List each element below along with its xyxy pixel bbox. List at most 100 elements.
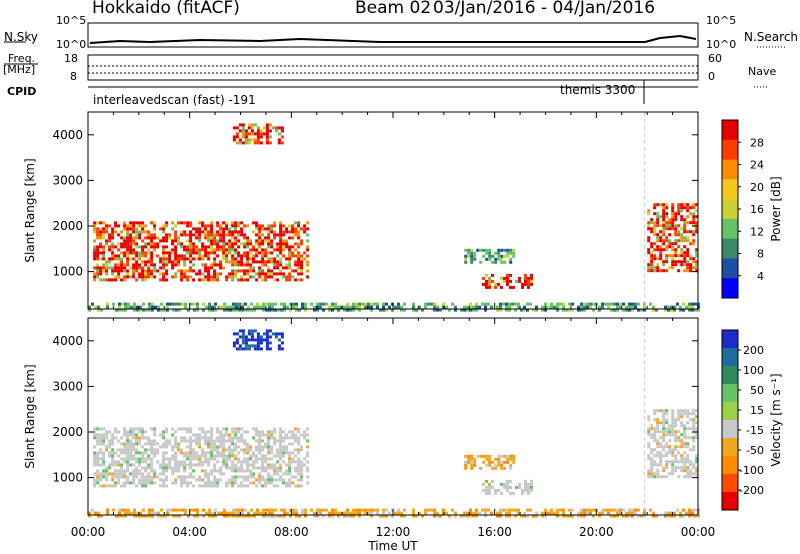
heatmap-cell	[178, 308, 181, 312]
heatmap-cell	[240, 481, 244, 485]
heatmap-cell	[604, 302, 607, 306]
heatmap-cell	[508, 514, 511, 518]
heatmap-cell	[683, 251, 687, 255]
heatmap-cell	[162, 478, 166, 482]
heatmap-cell	[671, 203, 675, 207]
colorbar-segment	[722, 159, 738, 180]
heatmap-cell	[246, 463, 250, 467]
heatmap-cell	[132, 433, 136, 437]
heatmap-cell	[674, 263, 678, 267]
heatmap-cell	[210, 242, 214, 246]
heatmap-cell	[562, 302, 565, 306]
heatmap-cell	[117, 448, 121, 452]
heatmap-cell	[246, 251, 250, 255]
heatmap-cell	[506, 282, 509, 286]
heatmap-cell	[213, 242, 217, 246]
heatmap-cell	[207, 478, 211, 482]
heatmap-cell	[668, 254, 672, 258]
heatmap-cell	[494, 463, 498, 467]
heatmap-cell	[358, 308, 361, 312]
heatmap-cell	[231, 221, 235, 225]
heatmap-cell	[680, 239, 684, 243]
colorbar-tick-label: 16	[750, 203, 764, 216]
heatmap-cell	[138, 481, 142, 485]
heatmap-cell	[659, 457, 663, 461]
heatmap-cell	[541, 305, 544, 309]
heatmap-cell	[195, 245, 199, 249]
heatmap-cell	[268, 123, 272, 127]
heatmap-cell	[610, 308, 613, 312]
heatmap-cell	[306, 245, 310, 249]
heatmap-cell	[671, 427, 675, 431]
heatmap-cell	[232, 308, 235, 312]
heatmap-cell	[213, 239, 217, 243]
heatmap-cell	[285, 278, 289, 282]
heatmap-cell	[114, 263, 118, 267]
heatmap-cell	[246, 457, 250, 461]
heatmap-cell	[174, 254, 178, 258]
heatmap-cell	[153, 263, 157, 267]
heatmap-cell	[475, 508, 478, 512]
heatmap-cell	[475, 511, 478, 515]
heatmap-cell	[204, 233, 208, 237]
heatmap-cell	[168, 457, 172, 461]
heatmap-cell	[162, 433, 166, 437]
heatmap-cell	[683, 442, 687, 446]
heatmap-cell	[165, 233, 169, 237]
heatmap-cell	[138, 236, 142, 240]
heatmap-cell	[130, 511, 133, 515]
heatmap-cell	[297, 233, 301, 237]
heatmap-cell	[683, 260, 687, 264]
heatmap-cell	[291, 227, 295, 231]
heatmap-cell	[500, 248, 504, 252]
heatmap-cell	[105, 230, 109, 234]
heatmap-cell	[297, 263, 301, 267]
heatmap-cell	[665, 245, 669, 249]
heatmap-cell	[583, 302, 586, 306]
heatmap-cell	[165, 269, 169, 273]
heatmap-cell	[121, 302, 124, 306]
heatmap-cell	[695, 248, 699, 252]
heatmap-cell	[255, 221, 259, 225]
heatmap-cell	[207, 251, 211, 255]
heatmap-cell	[656, 442, 660, 446]
heatmap-cell	[653, 460, 657, 464]
heatmap-cell	[298, 514, 301, 518]
heatmap-cell	[246, 484, 250, 488]
heatmap-cell	[265, 335, 269, 339]
heatmap-cell	[671, 257, 675, 261]
heatmap-cell	[147, 266, 151, 270]
heatmap-cell	[222, 236, 226, 240]
heatmap-cell	[304, 514, 307, 518]
heatmap-cell	[547, 305, 550, 309]
heatmap-cell	[265, 129, 269, 133]
heatmap-cell	[463, 305, 466, 309]
heatmap-cell	[294, 466, 298, 470]
heatmap-cell	[400, 305, 403, 309]
heatmap-cell	[135, 260, 139, 264]
heatmap-cell	[219, 478, 223, 482]
heatmap-cell	[114, 475, 118, 479]
heatmap-cell	[162, 254, 166, 258]
heatmap-cell	[544, 302, 547, 306]
heatmap-cell	[147, 272, 151, 276]
heatmap-cell	[111, 454, 115, 458]
heatmap-cell	[252, 266, 256, 270]
heatmap-cell	[258, 239, 262, 243]
heatmap-cell	[189, 251, 193, 255]
heatmap-cell	[249, 257, 253, 261]
heatmap-cell	[695, 409, 699, 413]
heatmap-cell	[186, 239, 190, 243]
heatmap-cell	[117, 257, 121, 261]
heatmap-cell	[280, 332, 284, 336]
heatmap-cell	[306, 466, 310, 470]
heatmap-cell	[283, 302, 286, 306]
heatmap-cell	[250, 126, 254, 130]
heatmap-cell	[96, 269, 100, 273]
heatmap-cell	[265, 508, 268, 512]
heatmap-cell	[171, 266, 175, 270]
heatmap-cell	[647, 251, 651, 255]
heatmap-cell	[358, 305, 361, 309]
heatmap-cell	[144, 460, 148, 464]
heatmap-cell	[270, 242, 274, 246]
